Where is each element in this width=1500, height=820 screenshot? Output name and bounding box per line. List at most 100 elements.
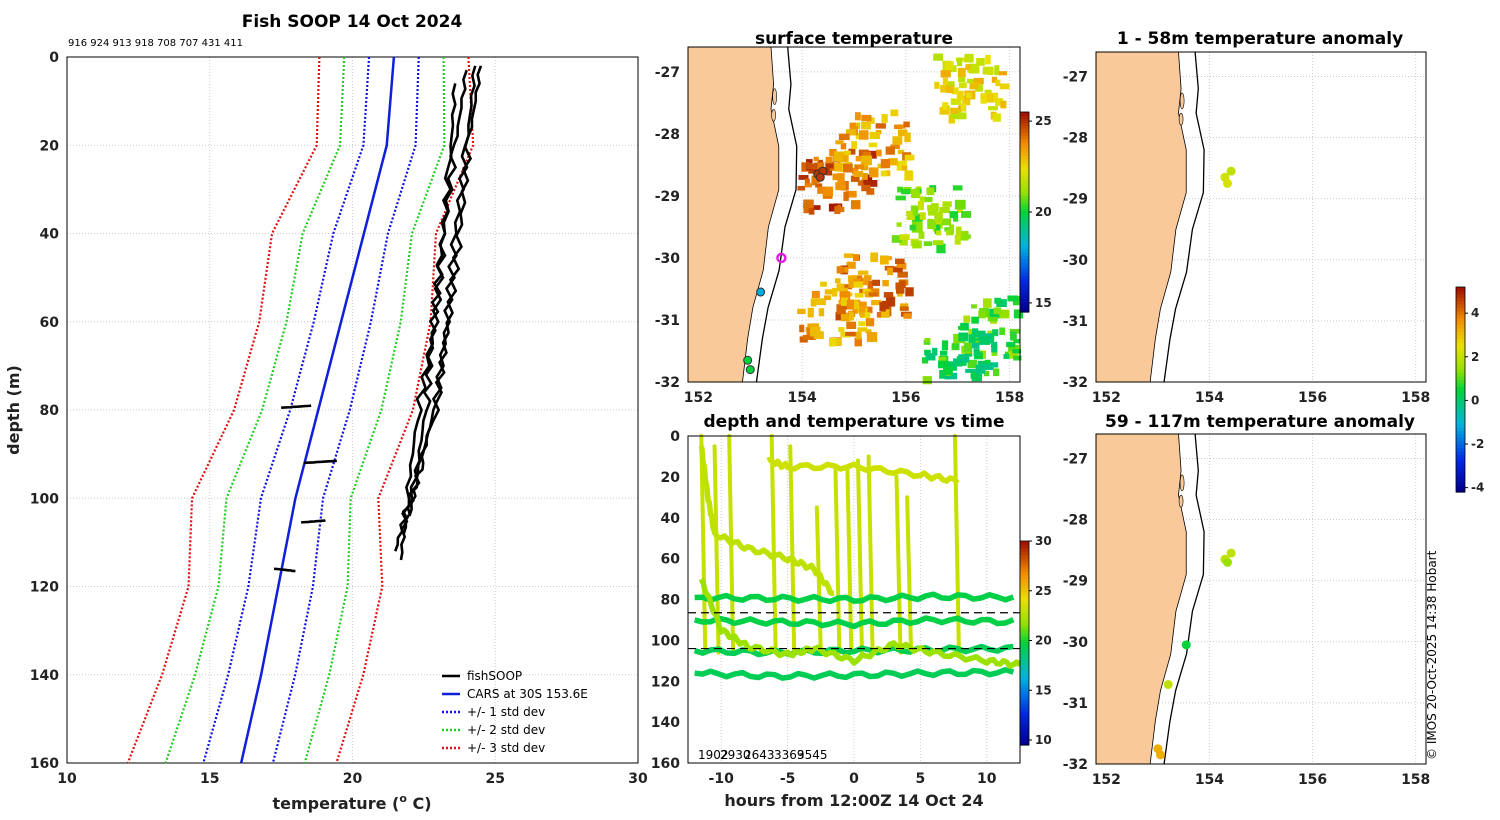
sst-pixel [868,292,878,297]
dt-colorbar-band [1020,612,1029,617]
anomaly-deep-panel-axes [1095,433,1427,765]
sst-pixel [820,281,827,287]
sst-colorbar-band [1020,295,1029,300]
sst-pixel [852,309,858,314]
sst-pixel [1009,328,1021,334]
sst-pixel [843,267,849,273]
sst-pixel [892,136,903,145]
sst-pixel [912,213,923,222]
anomaly-colorbar-band [1456,375,1465,380]
sst-colorbar-band [1020,138,1029,143]
sst-pixel [1008,351,1019,359]
sst-pixel [848,281,855,288]
sst-colorbar-band [1020,172,1029,176]
sst-colorbar-band [1020,158,1029,163]
sst-colorbar-band [1020,122,1029,126]
sst-pixel [843,253,854,258]
sst-pixel [946,85,954,94]
sst-pixel [818,308,825,317]
std-dev-1-line [202,56,371,764]
sst-pixel [951,87,959,95]
sst-pixel [923,339,931,345]
sst-colorbar-band [1020,252,1029,256]
sst-pixel [851,275,858,281]
dt-colorbar-band [1020,731,1029,736]
dt-colorbar-band [1020,551,1029,556]
dt-colorbar-band [1020,714,1029,719]
sst-pixel [899,234,910,241]
map-y-tick-label: -29 [1063,574,1088,590]
dt-y-tick-label: 0 [670,429,680,445]
dt-colorbar-band [1020,697,1029,702]
dt-colorbar-tick-label: 25 [1035,584,1052,598]
anomaly-colorbar-band [1456,338,1465,343]
sst-pixel [864,180,872,185]
anomaly-colorbar-band [1456,471,1465,476]
sst-pixel [969,342,980,349]
map-x-tick-label: 156 [891,390,920,406]
sst-pixel [798,174,809,180]
sst-pixel [976,57,985,66]
map-x-tick-label: 158 [995,390,1024,406]
sst-pixel [857,327,868,332]
anomaly-colorbar-band [1456,474,1465,479]
y-tick-label: 20 [40,138,60,154]
sst-pixel [831,337,842,346]
sst-pixel [837,173,845,183]
anomaly-point [1155,750,1165,760]
sst-pixel [817,186,827,194]
anomaly-colorbar-band [1456,444,1465,449]
sst-pixel [884,170,891,177]
sst-colorbar-band [1020,165,1029,170]
sst-colorbar-tick-label: 20 [1035,205,1052,219]
sst-colorbar-band [1020,298,1029,303]
sst-pixel [813,156,819,162]
sst-pixel [888,158,898,166]
sst-pixel [980,93,989,103]
dt-colorbar-band [1020,653,1029,658]
sst-colorbar-band [1020,278,1029,283]
sst-pixel [1012,349,1022,354]
sst-colorbar-band [1020,305,1029,310]
dt-y-tick-label: 80 [661,593,681,609]
anomaly-shallow-panel: 152 154 156 158 -27 -28 -29 -30 -31 -32 1 - 58m te… [1063,29,1431,406]
dt-colorbar-band [1020,700,1029,705]
sst-pixel [872,279,881,286]
sst-pixel [1003,354,1010,359]
y-tick-label: 160 [30,756,59,772]
anomaly-shallow-panel-title: 1 - 58m temperature anomaly [1117,29,1403,49]
dt-colorbar-band [1020,598,1029,603]
sst-pixel [895,195,906,201]
sst-colorbar-band [1020,215,1029,220]
anomaly-colorbar-band [1456,464,1465,469]
sst-marker [776,252,787,264]
legend-label: +/- 2 std dev [467,723,545,737]
sst-pixel [923,241,933,246]
dt-colorbar-tick-label: 30 [1035,534,1052,548]
y-tick-label: 60 [40,315,60,331]
sst-pixel [992,368,1000,377]
sst-pixel [829,337,837,347]
sst-pixel [992,113,1001,122]
x-tick-label: 20 [343,771,363,787]
dt-series-line [694,591,1015,605]
dt-colorbar-band [1020,558,1029,562]
sst-pixel [904,170,914,181]
sst-pixel [998,71,1008,76]
map-x-tick-label: 158 [1401,390,1430,406]
sst-pixel [869,169,879,178]
anomaly-point [1226,166,1236,176]
anomaly-colorbar-band [1456,485,1465,490]
sst-colorbar-band [1020,262,1029,266]
sst-pixel [843,191,849,201]
sst-pixel [917,200,924,211]
sst-colorbar-band [1020,238,1029,243]
fishsoop-profile [303,459,338,465]
sst-pixel [924,349,931,356]
sst-pixel [815,183,823,188]
sst-pixel [832,173,840,181]
sst-colorbar-band [1020,302,1029,306]
sst-pixel [881,309,890,318]
sst-colorbar-band [1020,242,1029,246]
sst-pixel [845,129,856,136]
